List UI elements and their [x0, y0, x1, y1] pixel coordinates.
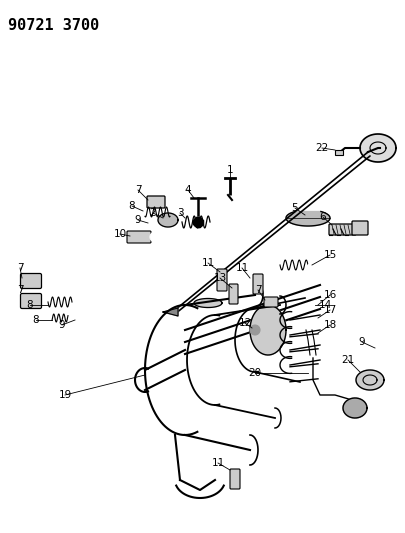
- Text: 13: 13: [213, 273, 227, 283]
- Text: 9: 9: [59, 320, 65, 330]
- Text: 3: 3: [177, 208, 183, 218]
- Circle shape: [375, 345, 385, 355]
- Circle shape: [193, 217, 203, 227]
- FancyBboxPatch shape: [230, 469, 240, 489]
- Text: 7: 7: [255, 285, 261, 295]
- Text: 18: 18: [323, 320, 337, 330]
- Text: 8: 8: [33, 315, 39, 325]
- Text: 2: 2: [150, 208, 156, 218]
- FancyBboxPatch shape: [229, 284, 238, 304]
- Text: 8: 8: [129, 201, 135, 211]
- FancyBboxPatch shape: [264, 297, 278, 307]
- Text: 16: 16: [323, 290, 337, 300]
- Polygon shape: [343, 398, 367, 418]
- FancyBboxPatch shape: [335, 150, 343, 155]
- Text: 21: 21: [341, 355, 355, 365]
- Circle shape: [148, 220, 156, 228]
- Text: 9: 9: [135, 215, 141, 225]
- Text: 6: 6: [320, 212, 326, 222]
- Text: 19: 19: [58, 390, 72, 400]
- Text: 7: 7: [135, 185, 141, 195]
- Text: 4: 4: [185, 185, 191, 195]
- Text: 10: 10: [113, 229, 126, 239]
- FancyBboxPatch shape: [253, 274, 263, 294]
- Text: 20: 20: [248, 368, 262, 378]
- Text: 8: 8: [27, 300, 33, 310]
- Text: 22: 22: [315, 143, 328, 153]
- FancyBboxPatch shape: [147, 196, 165, 208]
- FancyBboxPatch shape: [127, 231, 151, 243]
- Polygon shape: [286, 212, 330, 226]
- Text: 15: 15: [323, 250, 337, 260]
- Text: 90721 3700: 90721 3700: [8, 18, 99, 33]
- Text: 14: 14: [318, 300, 332, 310]
- Polygon shape: [163, 308, 178, 316]
- Text: 17: 17: [323, 305, 337, 315]
- Circle shape: [75, 315, 85, 325]
- Text: 5: 5: [292, 203, 298, 213]
- FancyBboxPatch shape: [217, 269, 227, 291]
- Circle shape: [307, 263, 317, 273]
- Polygon shape: [356, 370, 384, 390]
- Text: 11: 11: [211, 458, 225, 468]
- Polygon shape: [194, 298, 222, 308]
- Text: 9: 9: [359, 337, 365, 347]
- Text: 7: 7: [17, 285, 23, 295]
- FancyBboxPatch shape: [352, 221, 368, 235]
- Text: 11: 11: [201, 258, 215, 268]
- Circle shape: [150, 232, 160, 242]
- Polygon shape: [158, 213, 178, 227]
- FancyBboxPatch shape: [21, 273, 41, 288]
- FancyBboxPatch shape: [21, 294, 41, 309]
- FancyBboxPatch shape: [329, 224, 356, 235]
- Text: 12: 12: [239, 318, 252, 328]
- Text: 7: 7: [17, 263, 23, 273]
- Polygon shape: [250, 305, 286, 355]
- Circle shape: [85, 333, 95, 343]
- Circle shape: [250, 325, 260, 335]
- Text: 11: 11: [235, 263, 249, 273]
- Text: 1: 1: [227, 165, 233, 175]
- Polygon shape: [360, 134, 396, 162]
